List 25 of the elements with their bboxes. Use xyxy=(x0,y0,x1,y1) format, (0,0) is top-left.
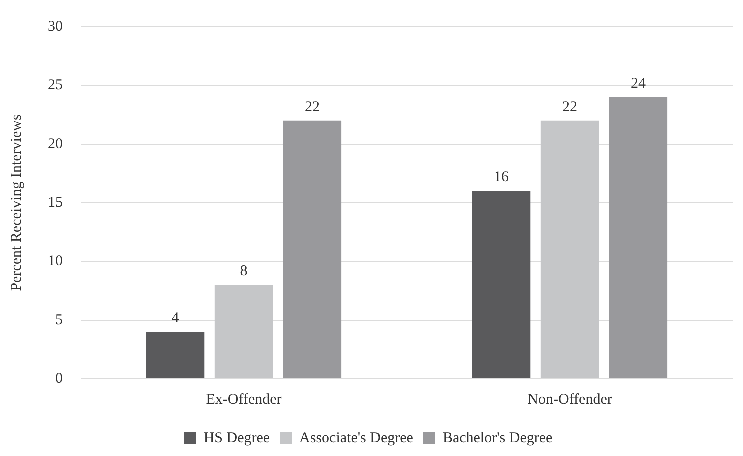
y-tick-label: 10 xyxy=(48,254,63,270)
data-label: 22 xyxy=(304,99,320,116)
bar xyxy=(214,285,274,378)
x-tick-label: Non-Offender xyxy=(528,392,612,408)
data-label: 8 xyxy=(240,264,248,280)
y-tick-label: 25 xyxy=(48,78,63,94)
bar xyxy=(146,332,205,378)
y-axis-title: Percent Receiving Interviews xyxy=(8,114,25,292)
y-tick-label: 15 xyxy=(48,194,63,211)
data-label: 24 xyxy=(630,76,646,92)
y-tick-label: 0 xyxy=(56,370,63,387)
x-tick-label: Ex-Offender xyxy=(206,392,282,408)
data-label: 16 xyxy=(494,170,510,186)
bar xyxy=(540,120,600,378)
data-label: 4 xyxy=(172,310,180,327)
bar xyxy=(609,97,668,378)
bar xyxy=(472,191,531,378)
y-tick-label: 5 xyxy=(56,312,63,328)
legend-label: Bachelor's Degree xyxy=(442,430,554,446)
y-tick-label: 30 xyxy=(48,18,63,35)
data-label: 22 xyxy=(562,99,578,116)
y-tick-label: 20 xyxy=(48,136,63,152)
legend-label: HS Degree xyxy=(204,430,270,446)
legend-label: Associate's Degree xyxy=(300,430,414,446)
bar xyxy=(283,120,342,378)
